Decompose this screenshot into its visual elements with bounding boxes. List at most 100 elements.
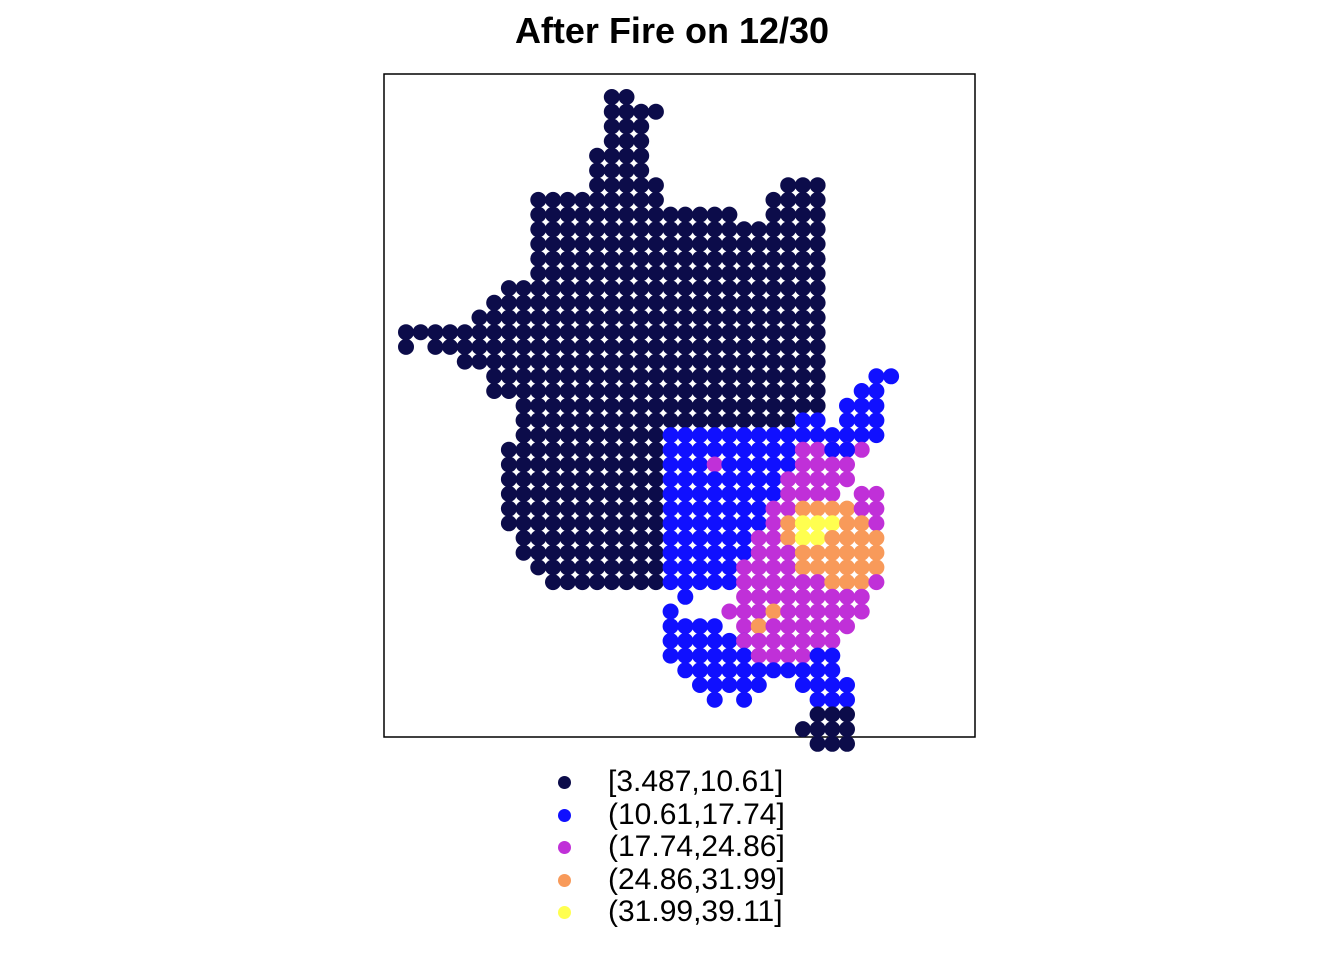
- map-point: [692, 324, 708, 341]
- map-point: [603, 177, 620, 194]
- map-point: [647, 309, 664, 326]
- map-point: [721, 559, 738, 576]
- map-point: [706, 618, 723, 635]
- map-point: [765, 471, 782, 488]
- map-point: [618, 236, 635, 252]
- map-point: [530, 471, 547, 488]
- map-point: [559, 471, 576, 488]
- map-point: [633, 574, 650, 591]
- map-point: [794, 206, 811, 223]
- map-point: [589, 485, 606, 502]
- map-point: [559, 236, 576, 252]
- map-point: [839, 544, 855, 561]
- map-point: [603, 280, 620, 297]
- map-point: [603, 221, 620, 238]
- map-point: [794, 441, 811, 458]
- map-point: [618, 412, 635, 429]
- map-point: [706, 353, 723, 370]
- map-point: [794, 721, 811, 738]
- map-point: [500, 441, 517, 458]
- map-point: [780, 309, 797, 326]
- map-point: [721, 530, 738, 546]
- map-point: [500, 353, 517, 370]
- map-point: [677, 647, 694, 664]
- map-point: [559, 206, 576, 223]
- map-point: [692, 662, 708, 679]
- map-point: [736, 397, 753, 414]
- map-point: [750, 441, 767, 458]
- map-point: [530, 559, 547, 576]
- map-point: [853, 544, 870, 561]
- map-point: [868, 412, 885, 429]
- map-point: [780, 618, 797, 635]
- map-point: [559, 456, 576, 473]
- map-point: [633, 515, 650, 532]
- map-point: [530, 368, 547, 385]
- map-point: [853, 588, 870, 605]
- map-point: [589, 427, 606, 444]
- map-point: [545, 530, 561, 546]
- map-point: [618, 559, 635, 576]
- legend-marker: [558, 873, 571, 887]
- map-point: [574, 427, 591, 444]
- map-point: [765, 515, 782, 532]
- map-point: [794, 515, 811, 532]
- map-point: [809, 250, 826, 267]
- map-point: [618, 250, 635, 267]
- map-point: [721, 221, 738, 238]
- map-point: [692, 280, 708, 297]
- map-point: [736, 691, 753, 708]
- map-point: [692, 206, 708, 223]
- map-point: [603, 559, 620, 576]
- map-point: [633, 103, 650, 120]
- map-point: [530, 191, 547, 208]
- map-point: [677, 353, 694, 370]
- map-point: [647, 397, 664, 414]
- map-point: [692, 397, 708, 414]
- map-point: [662, 368, 679, 385]
- map-point: [794, 397, 811, 414]
- map-point: [780, 456, 797, 473]
- map-point: [794, 603, 811, 620]
- map-point: [692, 456, 708, 473]
- map-point: [545, 206, 561, 223]
- map-point: [603, 412, 620, 429]
- map-point: [721, 544, 738, 561]
- map-point: [633, 162, 650, 179]
- map-point: [662, 353, 679, 370]
- map-point: [809, 647, 826, 664]
- map-point: [589, 309, 606, 326]
- map-point: [515, 338, 532, 355]
- map-point: [559, 427, 576, 444]
- map-point: [589, 559, 606, 576]
- map-point: [809, 603, 826, 620]
- map-point: [736, 353, 753, 370]
- map-point: [809, 485, 826, 502]
- map-point: [780, 221, 797, 238]
- map-point: [780, 515, 797, 532]
- map-point: [736, 677, 753, 693]
- map-point: [780, 603, 797, 620]
- map-point: [765, 427, 782, 444]
- map-point: [662, 632, 679, 649]
- map-point: [765, 441, 782, 458]
- map-point: [559, 338, 576, 355]
- map-point: [456, 338, 473, 355]
- map-point: [574, 441, 591, 458]
- map-point: [647, 456, 664, 473]
- map-point: [794, 221, 811, 238]
- map-point: [618, 265, 635, 282]
- map-point: [750, 338, 767, 355]
- map-point: [839, 706, 855, 723]
- map-point: [706, 559, 723, 576]
- map-point: [809, 309, 826, 326]
- map-point: [662, 338, 679, 355]
- map-point: [824, 677, 841, 693]
- map-point: [559, 265, 576, 282]
- map-point: [824, 574, 841, 591]
- map-point: [545, 500, 561, 517]
- map-point: [765, 280, 782, 297]
- map-point: [515, 324, 532, 341]
- map-point: [750, 603, 767, 620]
- map-point: [398, 324, 414, 341]
